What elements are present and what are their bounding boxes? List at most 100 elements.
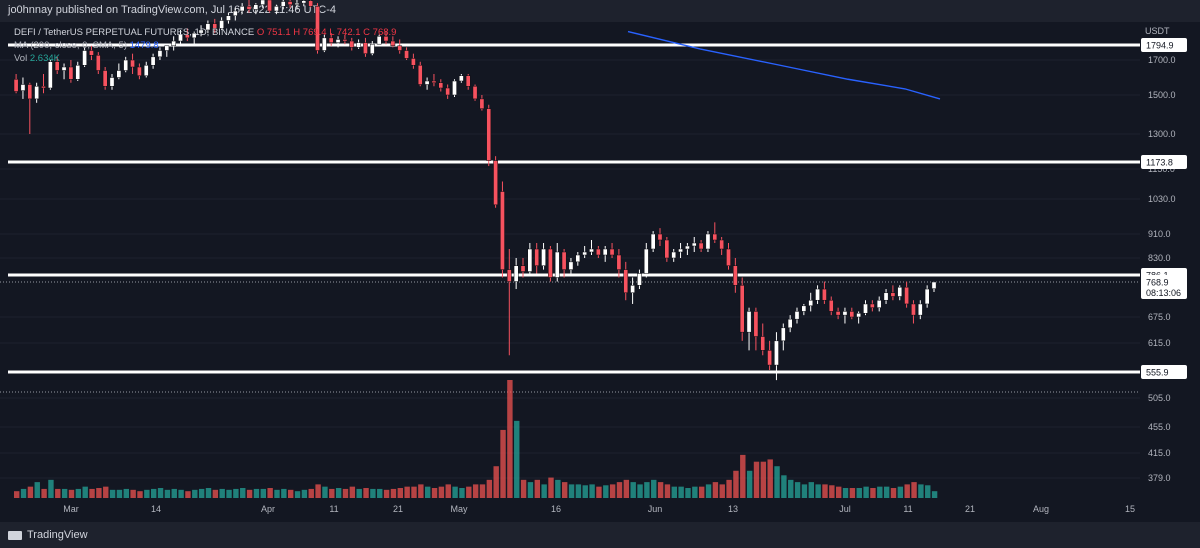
volume-bar	[322, 486, 328, 498]
candle-body	[822, 288, 827, 301]
symbol-title[interactable]: DEFI / TetherUS PERPETUAL FUTURES, 1D, B…	[14, 27, 255, 38]
candle-body	[554, 251, 560, 278]
volume-bar	[198, 488, 205, 498]
volume-bar	[233, 488, 239, 498]
candle-body	[917, 303, 923, 316]
volume-bar	[349, 486, 356, 498]
candle-body	[424, 80, 430, 85]
volume-bar	[568, 484, 575, 498]
time-tick-label: 16	[551, 504, 561, 514]
time-axis[interactable]: Mar 14 Apr 11 21 May 16 Jun 13 Jul 11 21 Aug 15	[63, 504, 1135, 514]
grid	[0, 59, 1140, 479]
candle-body	[301, 0, 307, 4]
candle-body	[459, 75, 464, 82]
time-tick-label: Apr	[261, 504, 275, 514]
volume-bar	[260, 488, 266, 498]
volume-bar	[246, 489, 253, 498]
volume-bar	[931, 491, 938, 498]
volume-bar	[781, 475, 787, 498]
candle-body	[315, 6, 320, 51]
volume-bar	[541, 484, 547, 498]
last-price-tag	[1141, 275, 1187, 299]
price-tick-label: 615.0	[1148, 338, 1171, 348]
candle-body	[294, 2, 300, 5]
time-tick-label: Jul	[839, 504, 851, 514]
price-tick-label: 415.0	[1148, 448, 1171, 458]
price-tick-label: 455.0	[1148, 422, 1171, 432]
volume-bar	[740, 454, 746, 498]
candle-body	[561, 251, 567, 270]
price-tick-label: 830.0	[1148, 253, 1171, 263]
volume-bar	[267, 488, 273, 498]
vol-label[interactable]: Vol	[14, 53, 28, 64]
time-tick-label: 21	[965, 504, 975, 514]
volume-bar	[870, 488, 876, 498]
volume-bar	[137, 491, 143, 498]
tradingview-logo[interactable]: TradingView	[8, 529, 88, 541]
volume-bar	[514, 420, 520, 498]
volume-bar	[164, 489, 171, 498]
candle-body	[548, 248, 553, 278]
volume-bar	[527, 482, 534, 498]
candle-body	[171, 40, 177, 47]
volume-bar	[431, 488, 438, 498]
volume-bar	[192, 489, 198, 498]
volume-bar	[472, 484, 479, 498]
volume-bar	[144, 489, 150, 498]
candle-body	[102, 70, 108, 87]
candle-body	[623, 269, 629, 294]
ma-label[interactable]: MA (200, close, 0, SMA, 5)	[14, 40, 127, 51]
candle-body	[753, 311, 759, 337]
volume-bar	[911, 482, 917, 498]
candle-body	[61, 66, 67, 71]
candle-body	[205, 23, 211, 31]
volume-bar	[712, 482, 719, 498]
volume-bar	[733, 470, 739, 498]
candle-body	[75, 65, 81, 80]
price-tick-label: 1300.0	[1148, 129, 1176, 139]
volume-bar	[363, 488, 369, 498]
price-tick-label: 910.0	[1148, 229, 1171, 239]
volume-bar	[692, 486, 698, 498]
last-price-label: 768.9	[1146, 278, 1169, 288]
volume-bar	[849, 488, 856, 498]
candle-body	[506, 269, 512, 282]
time-tick-label: Jun	[648, 504, 663, 514]
axis-currency: USDT	[1145, 26, 1170, 36]
candle-body	[500, 191, 505, 270]
price-tick-label: 505.0	[1148, 393, 1171, 403]
candle-body	[130, 59, 135, 68]
candle-body	[657, 233, 663, 241]
candle-body	[287, 1, 293, 5]
volume-bar	[637, 484, 643, 498]
candle-body	[137, 66, 142, 76]
volume-bar	[123, 488, 129, 498]
volume-bar	[342, 488, 349, 498]
candle-body	[726, 248, 731, 266]
candle-body	[870, 303, 875, 308]
candle-body	[267, 0, 272, 12]
level-tag-label: 1794.9	[1146, 41, 1174, 51]
footer-bar: TradingView	[0, 522, 1200, 548]
candle-body	[739, 285, 745, 333]
volume-bar	[890, 488, 897, 498]
volume-bar	[842, 488, 849, 498]
volume-bar	[96, 488, 102, 498]
candle-body	[274, 6, 279, 12]
volume-bar	[678, 486, 684, 498]
volume-bar	[500, 429, 506, 498]
volume-bar	[479, 484, 486, 498]
volume-bar	[582, 485, 588, 498]
volume-bar	[315, 484, 321, 498]
volume-bar	[534, 479, 540, 498]
candle-body	[493, 160, 498, 206]
volume-bar	[397, 488, 403, 498]
candle-body	[780, 327, 786, 342]
candle-body	[924, 288, 930, 305]
price-axis[interactable]: USDT 1700.01500.01300.01150.01030.0910.0…	[1140, 22, 1200, 500]
volume-bar	[370, 488, 376, 498]
volume-bar	[589, 484, 595, 498]
volume-bar	[623, 479, 630, 498]
volume-bar	[657, 482, 664, 498]
